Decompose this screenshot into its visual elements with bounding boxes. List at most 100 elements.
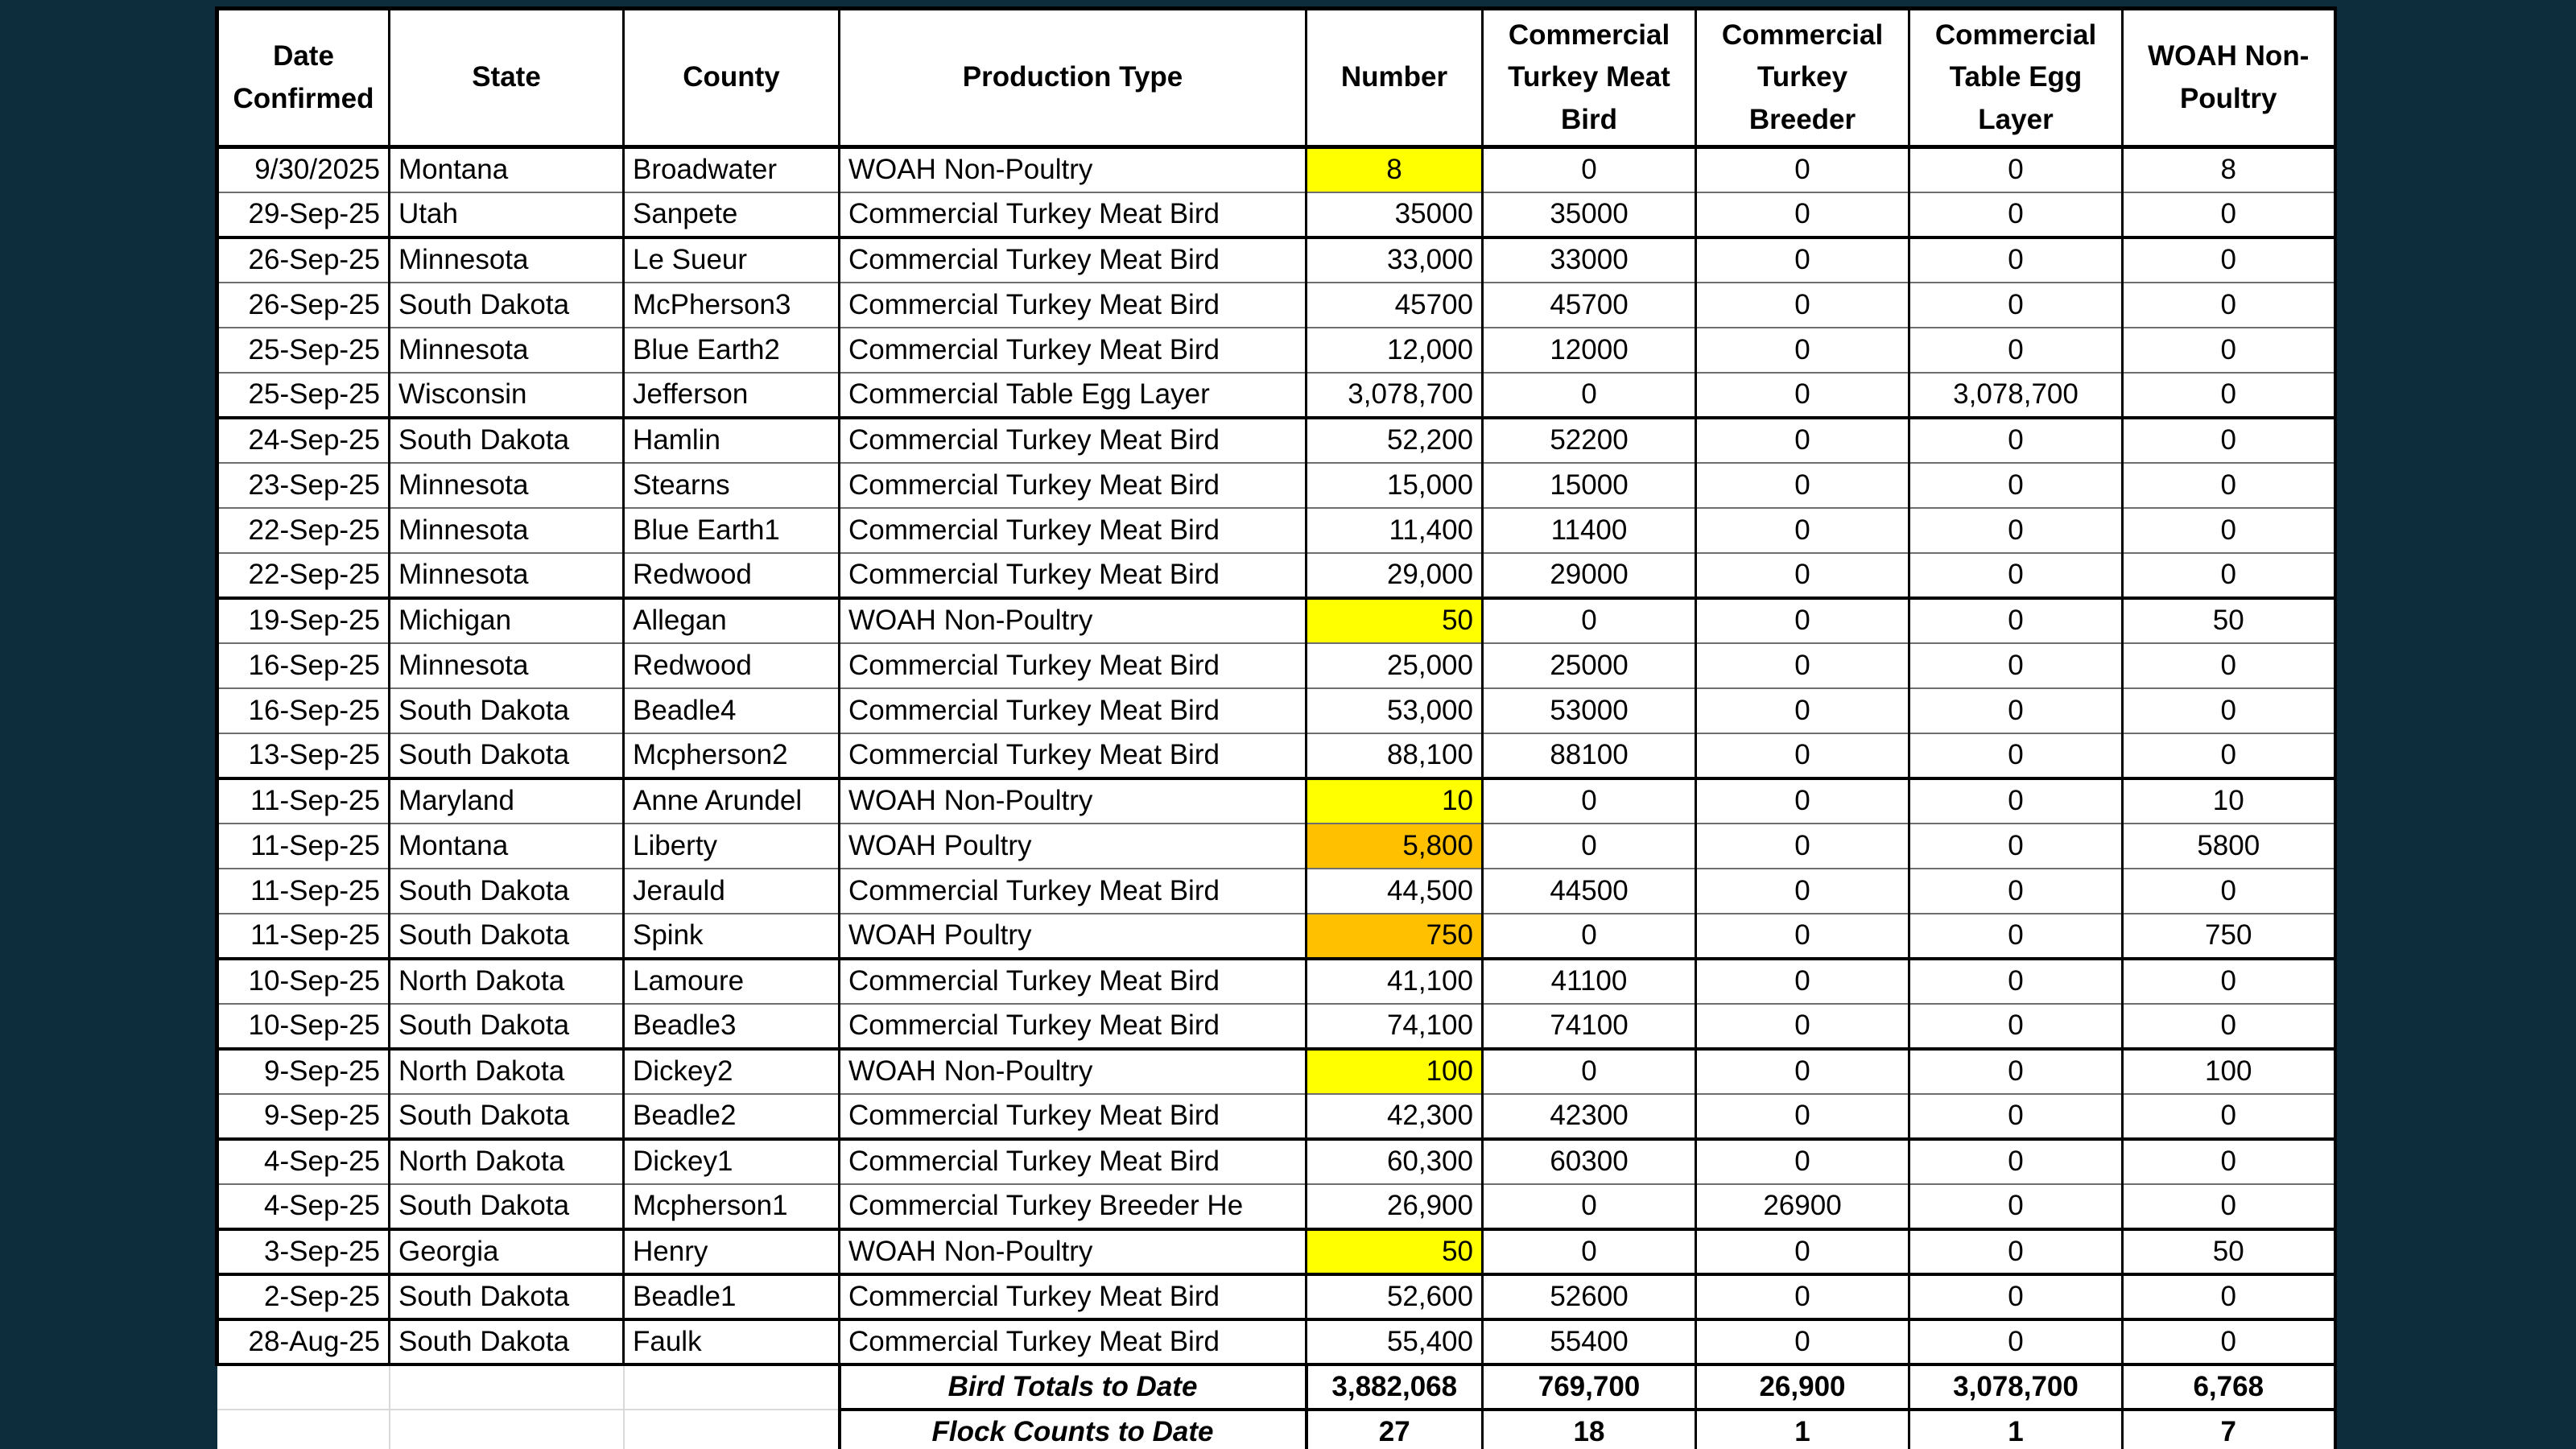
- cell-ctb[interactable]: 0: [1695, 147, 1910, 193]
- cell-prod[interactable]: WOAH Poultry: [838, 913, 1307, 960]
- cell-state[interactable]: Minnesota: [388, 507, 625, 554]
- cell-date[interactable]: 16-Sep-25: [215, 687, 390, 734]
- cell-wnp[interactable]: 0: [2121, 1138, 2337, 1185]
- cell-state[interactable]: South Dakota: [388, 417, 625, 464]
- cell-ctel[interactable]: 0: [1908, 192, 2124, 239]
- cell-state[interactable]: North Dakota: [388, 1048, 625, 1095]
- cell-ctel[interactable]: 0: [1908, 1138, 2124, 1185]
- cell-state[interactable]: South Dakota: [388, 913, 625, 960]
- cell-number[interactable]: 12,000: [1305, 327, 1484, 374]
- cell-wnp[interactable]: 0: [2121, 958, 2337, 1005]
- cell-ctel[interactable]: 0: [1908, 687, 2124, 734]
- cell-county[interactable]: Stearns: [622, 462, 840, 509]
- cell-wnp[interactable]: 0: [2121, 1003, 2337, 1051]
- totals-ctb[interactable]: 26,900: [1695, 1362, 1910, 1411]
- cell-county[interactable]: Redwood: [622, 642, 840, 689]
- cell-ctel[interactable]: 0: [1908, 642, 2124, 689]
- cell-ctb[interactable]: 0: [1695, 1228, 1910, 1276]
- cell-number[interactable]: 42,300: [1305, 1093, 1484, 1141]
- cell-ctel[interactable]: 0: [1908, 778, 2124, 824]
- cell-ctb[interactable]: 0: [1695, 552, 1910, 600]
- cell-ctb[interactable]: 0: [1695, 327, 1910, 374]
- cell-number[interactable]: 33,000: [1305, 237, 1484, 283]
- cell-ctel[interactable]: 0: [1908, 552, 2124, 600]
- cell-prod[interactable]: Commercial Table Egg Layer: [838, 372, 1307, 419]
- cell-county[interactable]: Jefferson: [622, 372, 840, 419]
- cell-number[interactable]: 26,900: [1305, 1183, 1484, 1231]
- cell-prod[interactable]: Commercial Turkey Meat Bird: [838, 192, 1307, 239]
- cell-county[interactable]: McPherson3: [622, 282, 840, 328]
- cell-ctmb[interactable]: 52600: [1481, 1274, 1697, 1321]
- cell-prod[interactable]: Commercial Turkey Meat Bird: [838, 417, 1307, 464]
- cell-wnp[interactable]: 0: [2121, 868, 2337, 914]
- cell-ctmb[interactable]: 0: [1481, 1183, 1697, 1231]
- cell-ctb[interactable]: 0: [1695, 507, 1910, 554]
- cell-wnp[interactable]: 0: [2121, 1183, 2337, 1231]
- cell-state[interactable]: South Dakota: [388, 1183, 625, 1231]
- cell-wnp[interactable]: 0: [2121, 462, 2337, 509]
- cell-wnp[interactable]: 0: [2121, 192, 2337, 239]
- cell-state[interactable]: Minnesota: [388, 552, 625, 600]
- cell-ctmb[interactable]: 0: [1481, 778, 1697, 824]
- cell-ctel[interactable]: 0: [1908, 597, 2124, 644]
- cell-date[interactable]: 28-Aug-25: [215, 1319, 390, 1366]
- cell-prod[interactable]: Commercial Turkey Meat Bird: [838, 327, 1307, 374]
- cell-number[interactable]: 25,000: [1305, 642, 1484, 689]
- totals-number[interactable]: 3,882,068: [1305, 1362, 1484, 1411]
- cell-ctmb[interactable]: 0: [1481, 823, 1697, 869]
- cell-county[interactable]: Sanpete: [622, 192, 840, 239]
- cell-wnp[interactable]: 50: [2121, 597, 2337, 644]
- cell-ctmb[interactable]: 0: [1481, 1048, 1697, 1095]
- cell-ctb[interactable]: 0: [1695, 1048, 1910, 1095]
- cell-prod[interactable]: Commercial Turkey Meat Bird: [838, 868, 1307, 914]
- cell-county[interactable]: Allegan: [622, 597, 840, 644]
- cell-county[interactable]: Dickey1: [622, 1138, 840, 1185]
- cell-date[interactable]: 4-Sep-25: [215, 1138, 390, 1185]
- cell-number[interactable]: 3,078,700: [1305, 372, 1484, 419]
- cell-state[interactable]: South Dakota: [388, 1319, 625, 1366]
- cell-date[interactable]: 3-Sep-25: [215, 1228, 390, 1276]
- cell-ctmb[interactable]: 25000: [1481, 642, 1697, 689]
- cell-wnp[interactable]: 0: [2121, 1093, 2337, 1141]
- cell-prod[interactable]: Commercial Turkey Meat Bird: [838, 237, 1307, 283]
- cell-date[interactable]: 26-Sep-25: [215, 282, 390, 328]
- cell-state[interactable]: Wisconsin: [388, 372, 625, 419]
- cell-wnp[interactable]: 0: [2121, 237, 2337, 283]
- cell-county[interactable]: Blue Earth2: [622, 327, 840, 374]
- empty-cell[interactable]: [623, 1364, 840, 1410]
- header-ctel[interactable]: Commercial Table Egg Layer: [1908, 6, 2124, 149]
- totals-ctb[interactable]: 1: [1695, 1407, 1910, 1449]
- cell-wnp[interactable]: 0: [2121, 552, 2337, 600]
- cell-prod[interactable]: Commercial Turkey Meat Bird: [838, 507, 1307, 554]
- cell-prod[interactable]: WOAH Non-Poultry: [838, 778, 1307, 824]
- cell-date[interactable]: 19-Sep-25: [215, 597, 390, 644]
- cell-ctel[interactable]: 0: [1908, 462, 2124, 509]
- cell-date[interactable]: 9/30/2025: [215, 147, 390, 193]
- cell-ctmb[interactable]: 88100: [1481, 733, 1697, 780]
- cell-ctel[interactable]: 0: [1908, 327, 2124, 374]
- cell-prod[interactable]: Commercial Turkey Meat Bird: [838, 642, 1307, 689]
- cell-ctmb[interactable]: 35000: [1481, 192, 1697, 239]
- cell-county[interactable]: Mcpherson2: [622, 733, 840, 780]
- cell-ctmb[interactable]: 52200: [1481, 417, 1697, 464]
- cell-ctb[interactable]: 0: [1695, 1138, 1910, 1185]
- cell-wnp[interactable]: 8: [2121, 147, 2337, 193]
- cell-wnp[interactable]: 0: [2121, 372, 2337, 419]
- cell-date[interactable]: 2-Sep-25: [215, 1274, 390, 1321]
- cell-ctb[interactable]: 0: [1695, 417, 1910, 464]
- cell-ctel[interactable]: 3,078,700: [1908, 372, 2124, 419]
- cell-number[interactable]: 750: [1305, 913, 1484, 960]
- cell-prod[interactable]: WOAH Non-Poultry: [838, 1048, 1307, 1095]
- cell-ctb[interactable]: 0: [1695, 372, 1910, 419]
- cell-wnp[interactable]: 0: [2121, 733, 2337, 780]
- cell-wnp[interactable]: 50: [2121, 1228, 2337, 1276]
- header-number[interactable]: Number: [1305, 6, 1484, 149]
- cell-county[interactable]: Dickey2: [622, 1048, 840, 1095]
- cell-number[interactable]: 35000: [1305, 192, 1484, 239]
- cell-county[interactable]: Redwood: [622, 552, 840, 600]
- cell-ctmb[interactable]: 12000: [1481, 327, 1697, 374]
- totals-ctmb[interactable]: 18: [1481, 1407, 1697, 1449]
- cell-date[interactable]: 25-Sep-25: [215, 372, 390, 419]
- cell-county[interactable]: Lamoure: [622, 958, 840, 1005]
- cell-date[interactable]: 25-Sep-25: [215, 327, 390, 374]
